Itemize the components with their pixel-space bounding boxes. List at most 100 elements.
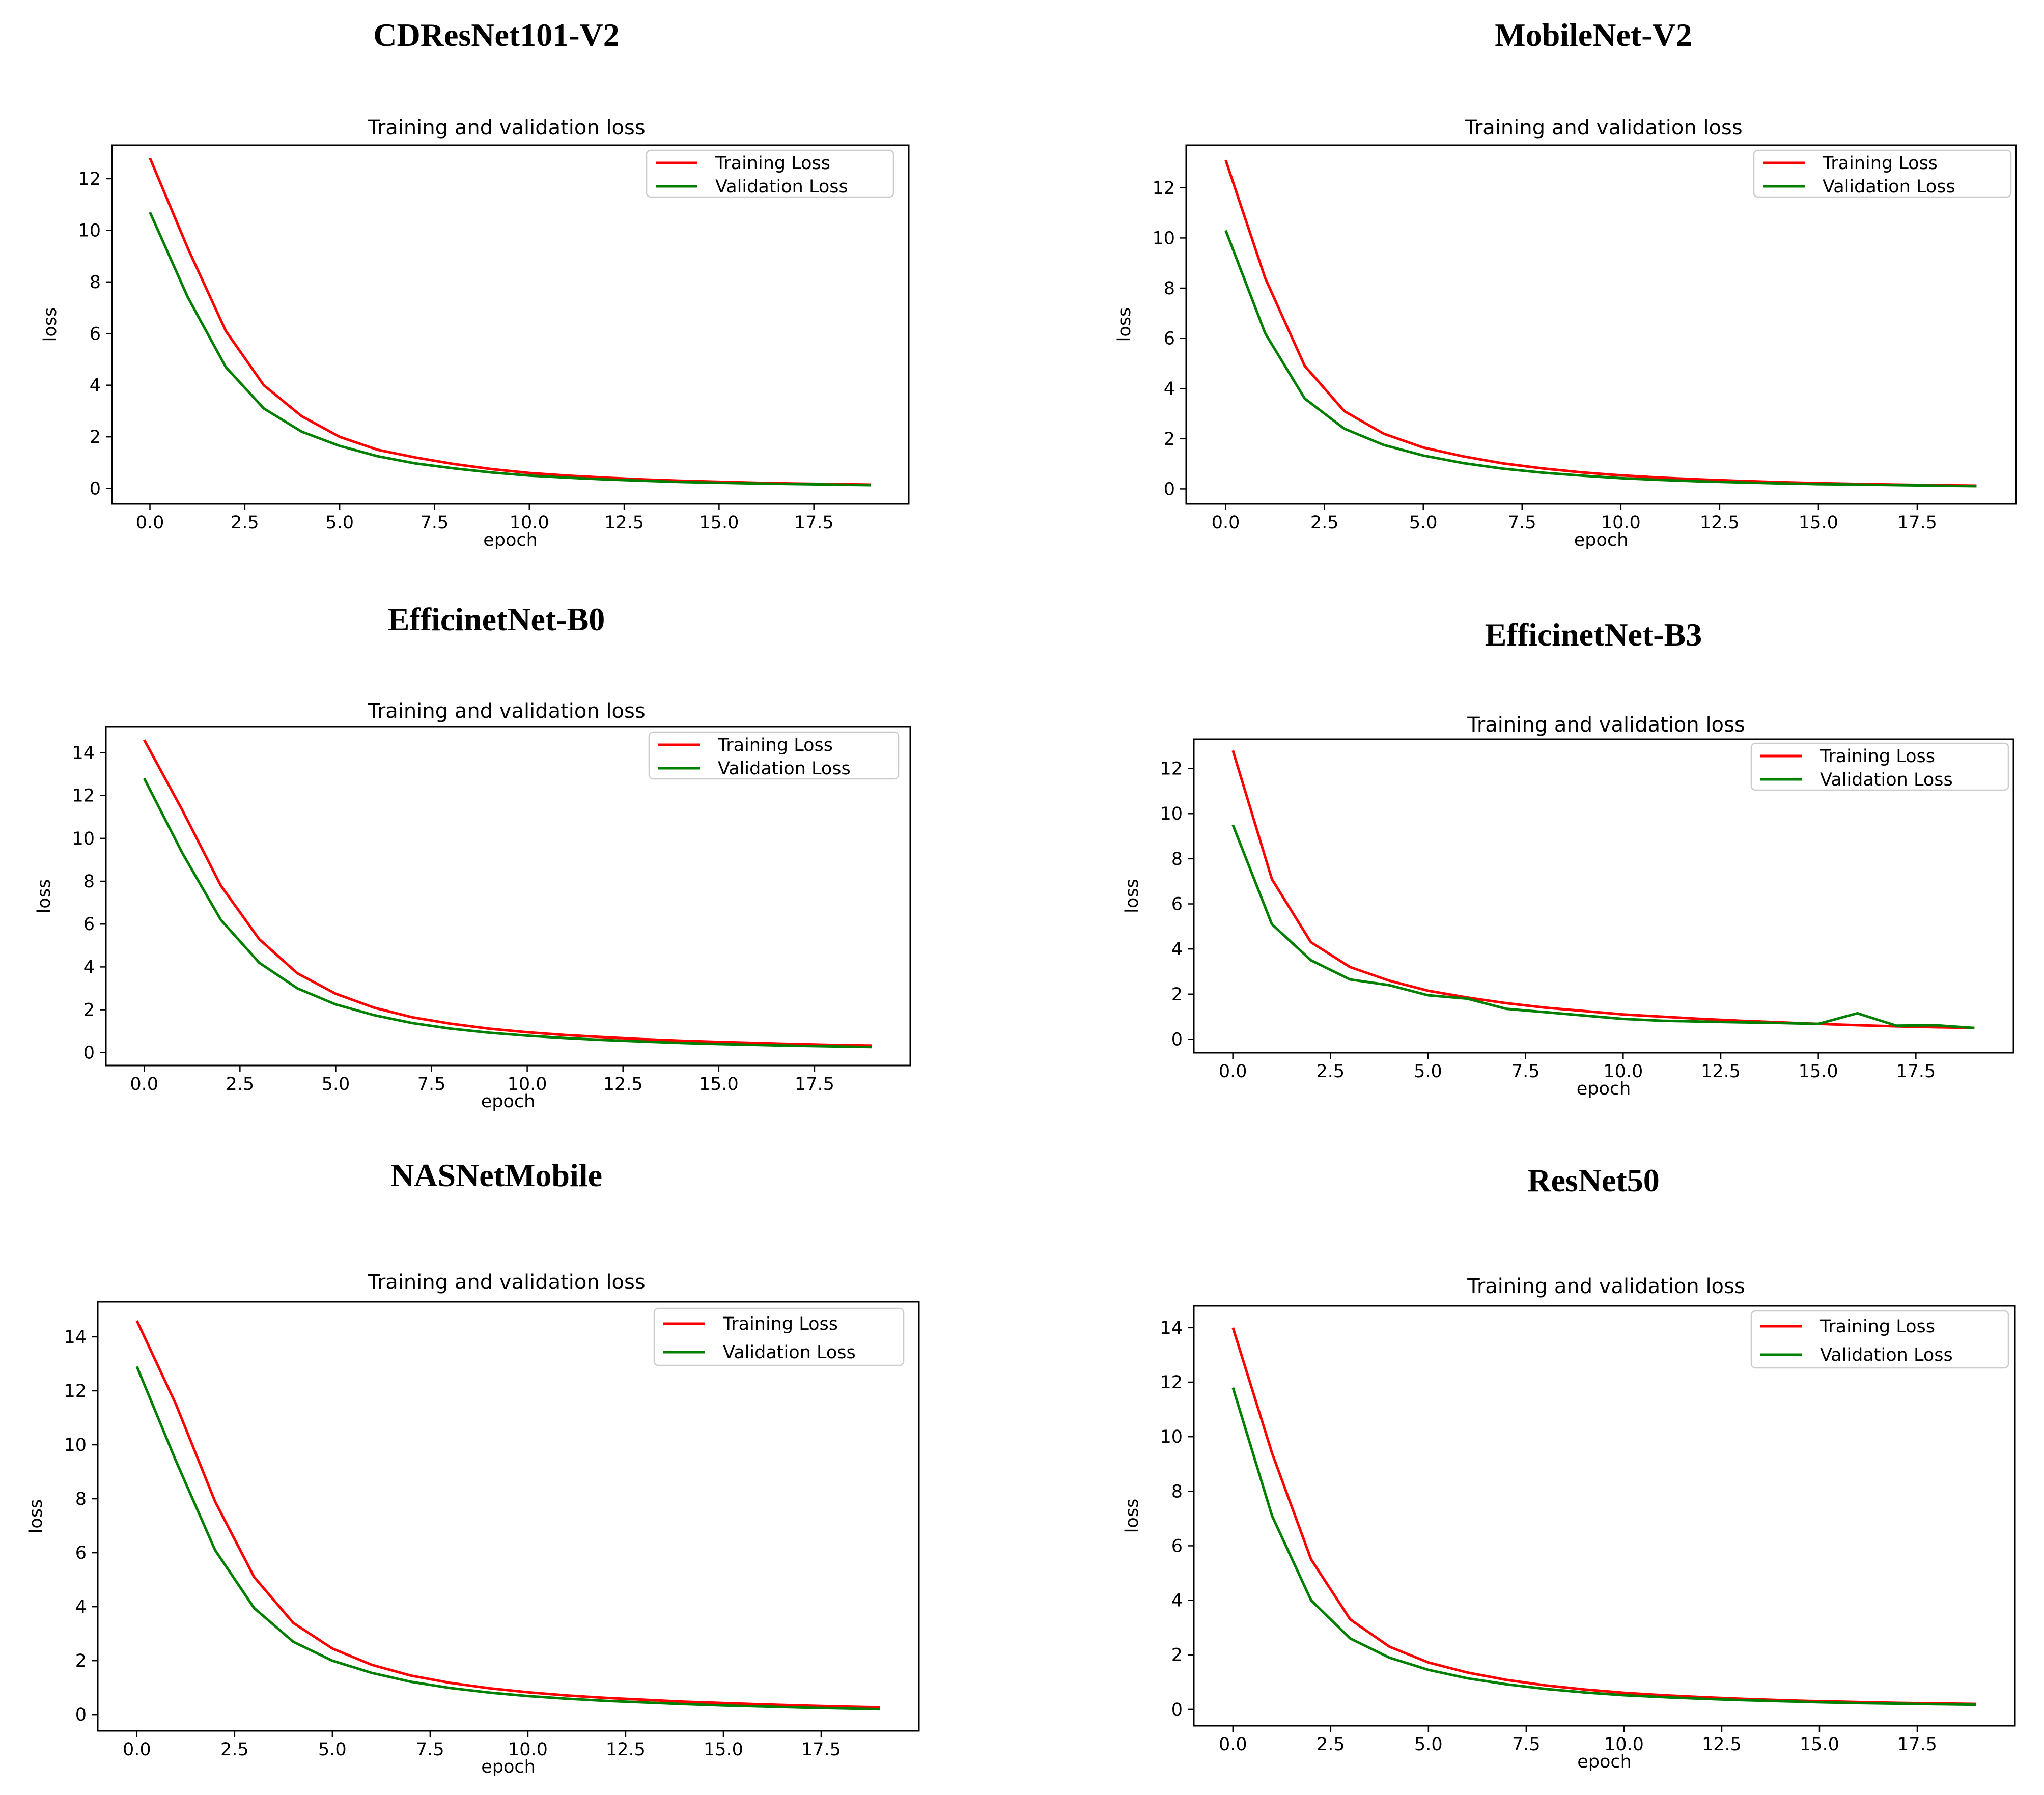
x-tick-label: 2.5 <box>226 1074 254 1095</box>
x-tick-label: 12.5 <box>603 1074 643 1095</box>
legend-box <box>1750 742 2009 791</box>
legend-label: Validation Loss <box>1820 770 1953 790</box>
x-tick-label: 10.0 <box>508 1740 548 1760</box>
y-axis-label: loss <box>1122 879 1142 913</box>
x-tick-label: 7.5 <box>1508 513 1536 533</box>
x-tick-label: 17.5 <box>1897 1734 1937 1755</box>
y-axis-label: loss <box>40 307 61 342</box>
y-tick-label: 0 <box>83 1043 95 1063</box>
training-loss-line <box>1231 1327 1976 1705</box>
plot-frame <box>1193 738 2014 1054</box>
x-tick-label: 2.5 <box>231 513 259 533</box>
x-tick-label: 0.0 <box>130 1074 158 1095</box>
y-tick-label: 10 <box>64 1435 87 1455</box>
y-tick-label: 12 <box>1160 1372 1183 1393</box>
chart-heading: EfficinetNet-B0 <box>388 601 605 637</box>
legend-label: Training Loss <box>1822 153 1938 174</box>
y-tick-label: 14 <box>72 743 95 764</box>
x-tick-label: 15.0 <box>1799 1061 1838 1082</box>
chart-heading: CDResNet101-V2 <box>373 17 619 53</box>
x-tick-label: 5.0 <box>322 1074 350 1095</box>
x-tick-label: 10.0 <box>510 513 549 533</box>
x-tick-label: 15.0 <box>1800 1734 1839 1755</box>
chart-title: Training and validation loss <box>1464 116 1742 139</box>
x-tick-label: 7.5 <box>416 1740 444 1760</box>
y-tick-label: 4 <box>83 957 95 977</box>
chart-panel: MobileNet-V2 Training and validation loss… <box>1114 17 2017 550</box>
x-tick-label: 17.5 <box>1897 513 1937 533</box>
y-tick-label: 12 <box>1152 178 1175 199</box>
chart-title: Training and validation loss <box>1467 1275 1745 1298</box>
y-tick-label: 8 <box>1164 278 1175 299</box>
chart-panel: NASNetMobile Training and validation loss… <box>26 1157 920 1777</box>
x-tick-label: 12.5 <box>1701 1061 1741 1082</box>
y-tick-label: 10 <box>1152 228 1175 248</box>
chart-panel: CDResNet101-V2 Training and validation lo… <box>40 17 910 550</box>
x-tick-label: 0.0 <box>1212 513 1240 533</box>
x-tick-label: 17.5 <box>1896 1061 1936 1082</box>
x-tick-label: 7.5 <box>1512 1734 1541 1755</box>
y-tick-label: 2 <box>75 1651 87 1671</box>
validation-loss-line <box>1231 1387 1976 1706</box>
y-axis-label: loss <box>34 879 54 914</box>
chart-panel: ResNet50 Training and validation loss 0.0 2… <box>1122 1162 2016 1772</box>
x-tick-label: 0.0 <box>123 1740 151 1760</box>
y-tick-label: 12 <box>78 169 101 189</box>
y-tick-label: 12 <box>64 1381 87 1401</box>
x-tick-label: 0.0 <box>136 513 164 533</box>
x-tick-label: 17.5 <box>794 513 834 533</box>
x-tick-label: 2.5 <box>220 1740 249 1760</box>
x-tick-label: 10.0 <box>1601 513 1641 533</box>
legend-label: Training Loss <box>1819 1316 1935 1337</box>
y-tick-label: 0 <box>75 1705 87 1725</box>
validation-loss-line <box>149 211 871 487</box>
validation-loss-line <box>135 1366 880 1711</box>
y-tick-label: 8 <box>83 872 95 892</box>
legend-box <box>1753 149 2012 198</box>
chart-heading: MobileNet-V2 <box>1495 17 1692 53</box>
legend-label: Validation Loss <box>1820 1345 1953 1365</box>
chart-title: Training and validation loss <box>367 699 645 723</box>
x-tick-label: 5.0 <box>318 1740 347 1760</box>
x-tick-label: 12.5 <box>606 1740 646 1760</box>
y-tick-label: 8 <box>1171 1481 1183 1502</box>
y-tick-label: 2 <box>1164 429 1175 450</box>
x-tick-label: 5.0 <box>325 513 354 533</box>
y-tick-label: 2 <box>1171 1645 1183 1666</box>
plot-frame <box>97 1301 920 1732</box>
validation-loss-line <box>1231 824 1975 1029</box>
y-tick-label: 14 <box>1160 1318 1183 1338</box>
x-tick-label: 2.5 <box>1316 1061 1345 1082</box>
x-axis-label: epoch <box>1577 1752 1632 1772</box>
x-tick-label: 15.0 <box>704 1740 743 1760</box>
legend-label: Training Loss <box>715 153 830 174</box>
training-loss-line <box>1224 159 1977 487</box>
x-axis-label: epoch <box>481 1091 536 1112</box>
legend-label: Validation Loss <box>715 177 848 197</box>
plot-frame <box>105 726 911 1067</box>
y-tick-label: 4 <box>1171 1591 1183 1611</box>
legend-box <box>1750 1310 2009 1369</box>
y-tick-label: 12 <box>1160 759 1183 779</box>
x-tick-label: 15.0 <box>699 513 739 533</box>
x-tick-label: 12.5 <box>1700 513 1740 533</box>
legend-box <box>653 1307 905 1366</box>
x-tick-label: 7.5 <box>421 513 449 533</box>
legend-label: Training Loss <box>1819 746 1935 767</box>
chart-panel: EfficinetNet-B0 Training and validation l… <box>34 601 911 1112</box>
y-tick-label: 8 <box>1171 849 1183 870</box>
validation-loss-line <box>143 777 872 1049</box>
legend-label: Training Loss <box>722 1314 838 1334</box>
chart-heading: EfficinetNet-B3 <box>1485 616 1702 653</box>
legend-label: Training Loss <box>717 735 833 755</box>
y-tick-label: 6 <box>1171 1536 1183 1556</box>
x-tick-label: 10.0 <box>1604 1734 1644 1755</box>
x-tick-label: 5.0 <box>1409 513 1438 533</box>
x-tick-label: 10.0 <box>508 1074 547 1095</box>
training-loss-line <box>135 1320 880 1709</box>
y-tick-label: 4 <box>75 1597 87 1617</box>
validation-loss-line <box>1224 230 1977 488</box>
chart-heading: ResNet50 <box>1527 1162 1659 1198</box>
x-tick-label: 2.5 <box>1317 1734 1345 1755</box>
